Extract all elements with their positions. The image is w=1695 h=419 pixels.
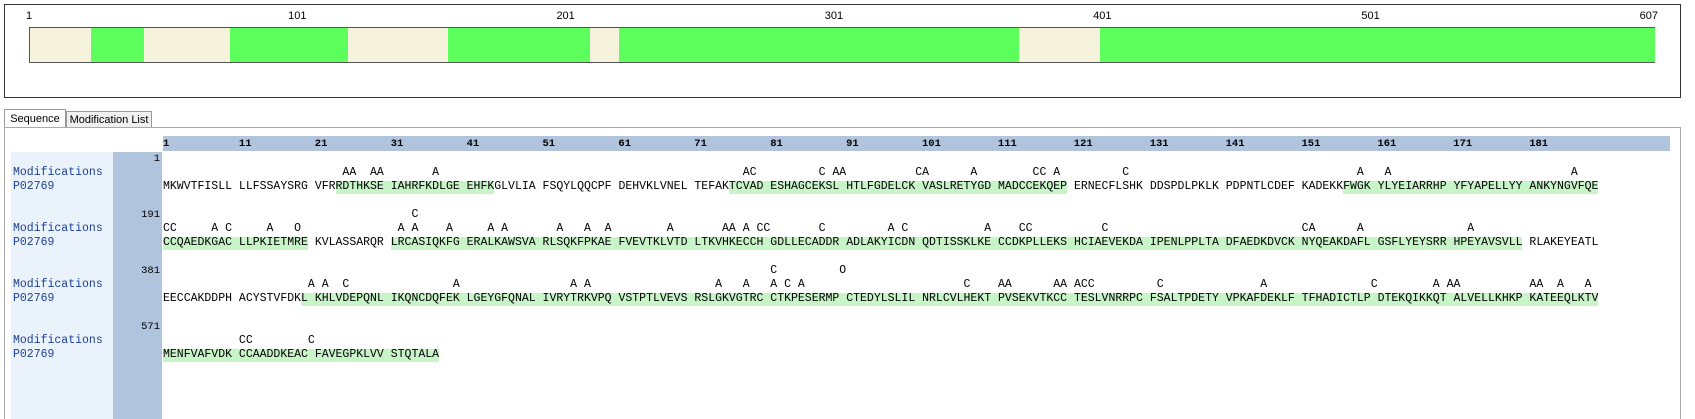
ruler-label: 1: [163, 138, 170, 150]
protein-label: P02769: [13, 236, 55, 249]
sequence-line: CCQAEDKGAC LLPKIETMRE KVLASSARQR LRCASIQ…: [163, 236, 1599, 249]
ruler-label: 51: [542, 138, 556, 150]
sequence-coverage: [163, 237, 308, 250]
modification-line: AA AA A AC C AA CA A CC A C A A A: [163, 166, 1578, 179]
coverage-segment: [447, 28, 590, 62]
coverage-segment: [619, 28, 1020, 62]
ruler-label: 21: [314, 138, 328, 150]
protein-label: P02769: [13, 292, 55, 305]
coverage-tick-label: 201: [556, 10, 575, 22]
row-start: 191: [141, 209, 160, 221]
sequence-coverage: [301, 293, 1599, 306]
ruler-label: 171: [1453, 138, 1473, 150]
sequence-coverage: [390, 237, 1523, 250]
ruler-label: 31: [390, 138, 404, 150]
protein-label: P02769: [13, 180, 55, 193]
label-column: [11, 152, 113, 419]
coverage-panel: [4, 4, 1681, 98]
sequence-line: MENFVAFVDK CCAADDKEAC FAVEGPKLVV STQTALA: [163, 348, 440, 361]
tab-modification-list[interactable]: Modification List: [66, 111, 152, 128]
coverage-tick-label: 1: [26, 10, 33, 22]
coverage-tick-label: 301: [824, 10, 844, 22]
coverage-segment: [1099, 28, 1655, 62]
sequence-coverage: [335, 181, 495, 194]
ruler-label: 91: [846, 138, 859, 150]
coverage-tick-label: 607: [1639, 10, 1658, 22]
sequence-coverage: [163, 349, 439, 362]
ruler-label: 61: [618, 138, 631, 150]
ruler-label: 151: [1301, 138, 1321, 150]
row-start: 381: [141, 265, 160, 277]
ruler-label: 11: [238, 138, 252, 150]
coverage-tick-label: 101: [288, 10, 307, 22]
ruler-label: 141: [1225, 138, 1245, 150]
sequence-line: MKWVTFISLL LLFSSAYSRG VFRRDTHKSE IAHRFKD…: [163, 180, 1599, 193]
modifications-label: Modifications: [13, 222, 103, 235]
tab-sequence[interactable]: Sequence: [4, 109, 66, 128]
ruler-band: [163, 136, 1670, 151]
coverage-segment: [230, 28, 349, 62]
sequence-line: EECCAKDDPH ACYSTVFDKL KHLVDEPQNL IKQNCDQ…: [163, 292, 1599, 305]
modification-line-upper: C O: [163, 264, 847, 277]
ruler-label: 101: [922, 138, 941, 150]
sequence-coverage: [1342, 181, 1599, 194]
ruler-label: 111: [997, 138, 1017, 150]
ruler-label: 121: [1073, 138, 1093, 150]
modifications-label: Modifications: [13, 278, 103, 291]
ruler-label: 71: [694, 138, 707, 150]
ruler-label: 41: [466, 138, 480, 150]
modification-line: CC A C A O A A A A A A A A A AA A CC C A…: [163, 222, 1475, 235]
ruler-label: 181: [1529, 138, 1549, 150]
coverage-segment: [90, 28, 145, 62]
coverage-tick-label: 401: [1093, 10, 1112, 22]
modifications-label: Modifications: [13, 166, 103, 179]
number-column: [113, 152, 162, 419]
coverage-tick-label: 501: [1361, 10, 1380, 22]
ruler-label: 131: [1149, 138, 1169, 150]
ruler-label: 161: [1377, 138, 1397, 150]
modifications-label: Modifications: [13, 334, 103, 347]
modification-line: CC C: [163, 334, 315, 347]
row-start: 571: [141, 321, 160, 333]
protein-label: P02769: [13, 348, 55, 361]
modification-line-upper: C: [163, 208, 419, 221]
row-start: 1: [153, 153, 160, 165]
ruler-label: 81: [770, 138, 783, 150]
modification-line: A A C A A A A A A C A C AA AA ACC C A C …: [163, 278, 1592, 291]
sequence-coverage: [728, 181, 1067, 194]
sequence-panel: [4, 127, 1681, 419]
